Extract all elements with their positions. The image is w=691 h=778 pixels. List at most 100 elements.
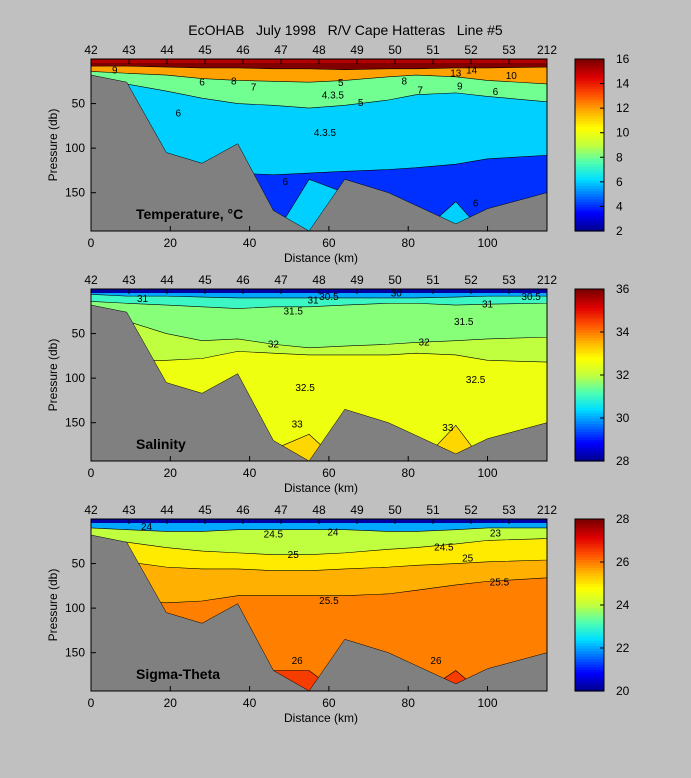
colorbar-swatch — [575, 174, 604, 178]
colorbar-swatch — [575, 545, 604, 550]
station-label: 45 — [198, 503, 212, 517]
colorbar-swatch — [575, 562, 604, 566]
colorbar-tick-label: 34 — [616, 325, 630, 339]
colorbar-swatch — [575, 431, 604, 435]
y-axis-label: Pressure (db) — [46, 109, 60, 182]
colorbar-swatch — [575, 147, 604, 151]
colorbar-swatch — [575, 623, 604, 628]
colorbar-swatch — [575, 418, 604, 422]
y-tick-label: 150 — [65, 186, 85, 200]
colorbar-swatch — [575, 455, 604, 459]
contour-label: 32 — [419, 338, 431, 349]
y-tick-label: 50 — [72, 327, 86, 341]
colorbar-tick-label: 14 — [616, 77, 630, 91]
station-label: 212 — [537, 43, 557, 57]
colorbar-swatch — [575, 297, 604, 301]
colorbar-tick-label: 16 — [616, 52, 630, 66]
contour-label: 33 — [292, 420, 304, 431]
colorbar-swatch — [575, 591, 604, 595]
contour-label: 13 — [450, 68, 462, 79]
colorbar-swatch — [575, 559, 604, 563]
colorbar-swatch — [575, 377, 604, 381]
x-tick-label: 60 — [322, 466, 336, 480]
colorbar-swatch — [575, 452, 604, 457]
colorbar-swatch — [575, 64, 604, 68]
panel-label-unit: °C — [228, 206, 244, 222]
contour-label: 7 — [251, 83, 257, 94]
contour-label: 30 — [391, 289, 403, 300]
colorbar-swatch — [575, 318, 604, 322]
station-label: 53 — [502, 503, 516, 517]
colorbar-swatch — [575, 527, 604, 531]
x-axis-label: Distance (km) — [284, 481, 358, 495]
y-axis-label: Pressure (db) — [46, 569, 60, 642]
contour-label: 31.5 — [454, 317, 474, 328]
contour-label: 6 — [199, 77, 205, 88]
colorbar-swatch — [575, 439, 604, 443]
station-label: 42 — [84, 503, 98, 517]
colorbar-swatch — [575, 340, 604, 344]
colorbar-swatch — [575, 120, 604, 125]
x-tick-label: 100 — [478, 466, 498, 480]
colorbar-swatch — [575, 436, 604, 441]
colorbar-swatch — [575, 564, 604, 568]
colorbar-swatch — [575, 583, 604, 587]
colorbar-tick-label: 28 — [616, 454, 630, 468]
bottom-topography — [91, 74, 547, 231]
colorbar-swatch — [575, 196, 604, 200]
colorbar-swatch — [575, 110, 604, 114]
colorbar-swatch — [575, 80, 604, 84]
colorbar-swatch — [575, 75, 604, 79]
colorbar-swatch — [575, 540, 604, 544]
station-label: 53 — [502, 43, 516, 57]
colorbar-swatch — [575, 214, 604, 219]
y-tick-label: 100 — [65, 371, 85, 385]
colorbar-swatch — [575, 158, 604, 162]
colorbar-swatch — [575, 104, 604, 108]
colorbar-swatch — [575, 575, 604, 579]
colorbar-swatch — [575, 88, 604, 92]
colorbar-swatch — [575, 115, 604, 119]
y-axis-label: Pressure (db) — [46, 339, 60, 412]
colorbar-swatch — [575, 91, 604, 95]
x-tick-label: 40 — [243, 236, 257, 250]
colorbar-swatch — [575, 444, 604, 449]
colorbar-swatch — [575, 458, 604, 462]
colorbar-tick-label: 12 — [616, 101, 630, 115]
contour-label: 32 — [268, 339, 280, 350]
colorbar-swatch — [575, 372, 604, 376]
contour-label: 6 — [175, 108, 181, 119]
contour-label: 31 — [482, 299, 494, 310]
contour-label: 32.5 — [466, 375, 486, 386]
station-label: 53 — [502, 273, 516, 287]
colorbar-swatch — [575, 618, 604, 622]
colorbar-swatch — [575, 305, 604, 309]
station-label: 47 — [274, 273, 288, 287]
colorbar-swatch — [575, 169, 604, 173]
colorbar-swatch — [575, 123, 604, 127]
contour-label: 30.5 — [521, 292, 541, 303]
colorbar-swatch — [575, 447, 604, 451]
contour-label: 14 — [466, 66, 478, 77]
colorbar-swatch — [575, 188, 604, 192]
colorbar-swatch — [575, 605, 604, 609]
colorbar-swatch — [575, 434, 604, 438]
colorbar-swatch — [575, 524, 604, 528]
y-tick-label: 100 — [65, 141, 85, 155]
colorbar-swatch — [575, 415, 604, 419]
y-tick-label: 150 — [65, 646, 85, 660]
x-tick-label: 0 — [88, 236, 95, 250]
colorbar-swatch — [575, 648, 604, 652]
colorbar-swatch — [575, 289, 604, 293]
colorbar-swatch — [575, 228, 604, 232]
colorbar-swatch — [575, 350, 604, 355]
colorbar-swatch — [575, 380, 604, 384]
x-tick-label: 60 — [322, 236, 336, 250]
colorbar-swatch — [575, 391, 604, 395]
colorbar-swatch — [575, 613, 604, 617]
colorbar-swatch — [575, 364, 604, 368]
contour-label: 8 — [231, 76, 237, 87]
station-label: 42 — [84, 43, 98, 57]
colorbar-tick-label: 22 — [616, 641, 630, 655]
